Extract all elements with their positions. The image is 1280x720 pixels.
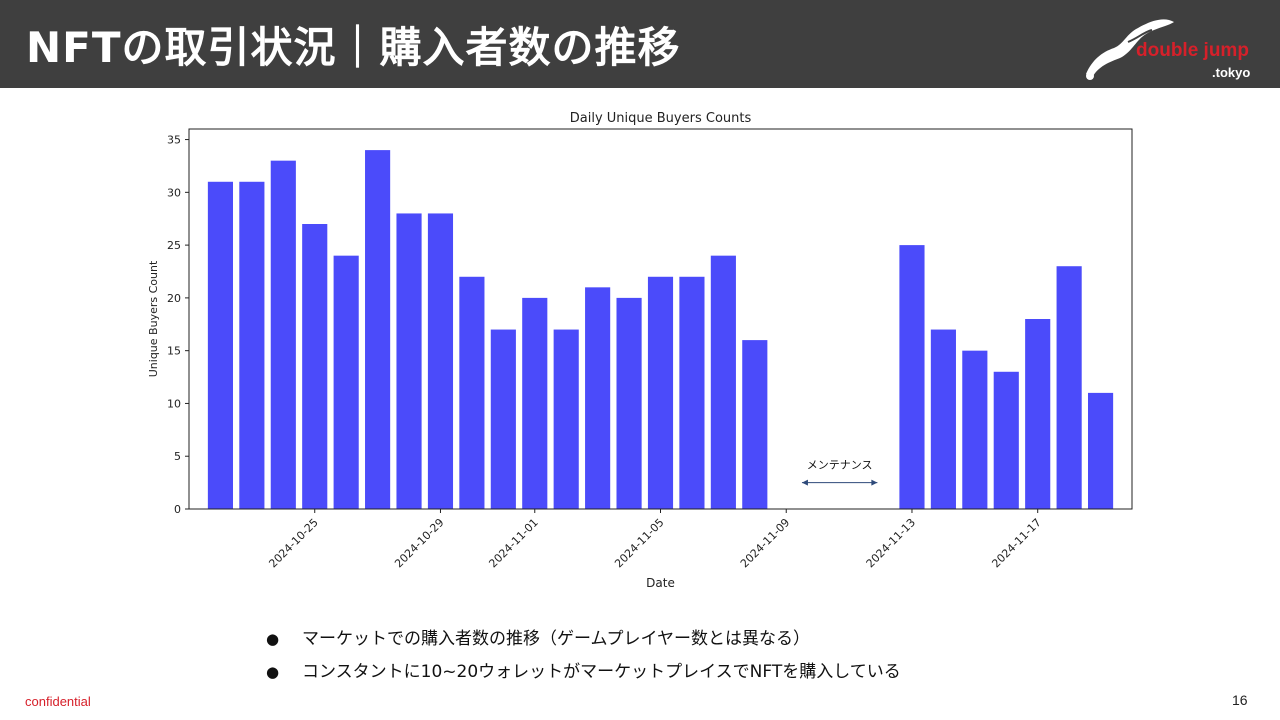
bullet-item: ● マーケットでの購入者数の推移（ゲームプレイヤー数とは異なる） — [266, 626, 901, 659]
bar — [459, 276, 485, 509]
bar — [679, 276, 705, 509]
bar — [333, 255, 359, 509]
bar — [710, 255, 736, 509]
bar — [930, 329, 956, 509]
bullet-text: コンスタントに10~20ウォレットがマーケットプレイスでNFTを購入している — [302, 662, 901, 682]
slide-title: NFTの取引状況｜購入者数の推移 — [26, 23, 681, 72]
bar — [490, 329, 516, 509]
x-tick-label: 2024-11-09 — [738, 516, 792, 570]
header-bar: NFTの取引状況｜購入者数の推移 double jump .tokyo — [0, 0, 1280, 88]
annotation-arrow-right-head — [871, 479, 878, 486]
x-tick-label: 2024-10-29 — [392, 516, 446, 570]
bar — [302, 224, 328, 509]
bar — [962, 350, 988, 509]
y-tick-label: 15 — [167, 345, 181, 358]
y-tick-label: 25 — [167, 239, 181, 252]
y-tick-label: 35 — [167, 134, 181, 147]
y-tick-label: 20 — [167, 292, 181, 305]
bullet-dot-icon: ● — [266, 630, 280, 648]
bar — [1056, 266, 1082, 509]
x-tick-label: 2024-11-17 — [989, 516, 1043, 570]
y-tick-label: 10 — [167, 397, 181, 410]
bar — [1087, 392, 1114, 509]
logo-domain: .tokyo — [1212, 65, 1251, 80]
bullet-item: ● コンスタントに10~20ウォレットがマーケットプレイスでNFTを購入している — [266, 659, 901, 692]
bar — [553, 329, 579, 509]
bar — [899, 245, 925, 509]
y-tick-label: 30 — [167, 186, 181, 199]
bar — [427, 213, 454, 509]
bar — [396, 213, 422, 509]
logo-wordmark: double jump — [1136, 40, 1249, 61]
bar — [585, 287, 611, 509]
annotation-arrow-left-head — [801, 479, 808, 486]
bar — [522, 297, 548, 509]
bar — [207, 181, 234, 509]
x-tick-label: 2024-11-01 — [486, 516, 540, 570]
bullet-list: ● マーケットでの購入者数の推移（ゲームプレイヤー数とは異なる） ● コンスタントに… — [266, 626, 901, 692]
bar — [239, 181, 265, 509]
bar — [742, 340, 768, 509]
confidential-label: confidential — [25, 694, 91, 709]
x-tick-label: 2024-10-25 — [266, 516, 320, 570]
y-axis-label: Unique Buyers Count — [147, 260, 160, 377]
bar — [616, 297, 642, 509]
bar — [993, 371, 1019, 509]
daily-unique-buyers-chart: 0 5 10 15 20 25 30 35 2024-10-25 2024-10-29 2024-1… — [140, 100, 1140, 600]
x-axis-label: Date — [646, 576, 675, 590]
x-tick-label: 2024-11-05 — [612, 516, 666, 570]
y-tick-label: 5 — [174, 450, 181, 463]
chart-title: Daily Unique Buyers Counts — [570, 111, 752, 126]
page-number: 16 — [1232, 692, 1248, 708]
y-tick-label: 0 — [174, 503, 181, 516]
double-jump-logo: double jump .tokyo — [1080, 12, 1270, 82]
bar — [270, 160, 296, 509]
bullet-dot-icon: ● — [266, 663, 280, 681]
logo-mark-icon — [1086, 19, 1174, 80]
bar — [647, 276, 674, 509]
bullet-text: マーケットでの購入者数の推移（ゲームプレイヤー数とは異なる） — [302, 629, 810, 649]
x-tick-label: 2024-11-13 — [864, 516, 918, 570]
bar — [365, 150, 391, 509]
annotation-label: メンテナンス — [807, 459, 873, 472]
chart-svg: 0 5 10 15 20 25 30 35 2024-10-25 2024-10-29 2024-1… — [147, 111, 1133, 590]
bar — [1025, 319, 1051, 509]
